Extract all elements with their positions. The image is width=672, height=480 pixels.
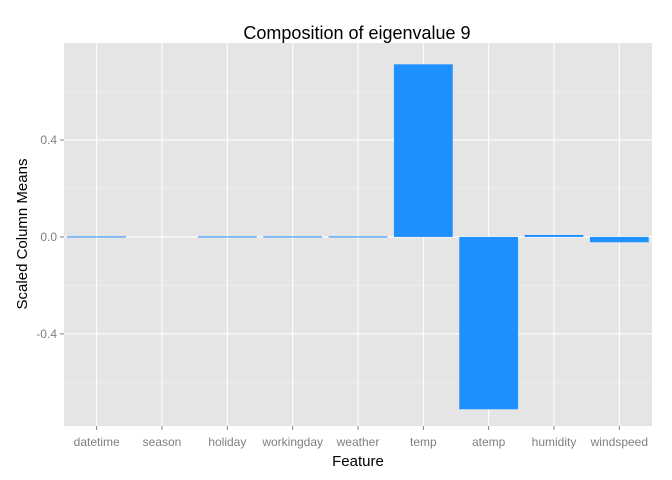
bar-atemp [459,236,519,410]
y-tick-label: 0.0 [40,230,57,244]
x-axis: datetime season holiday workingday weather te… [74,426,648,449]
bar-weather [328,236,388,238]
x-tick-label-holiday: holiday [208,435,246,449]
x-tick-label-weather: weather [336,435,380,449]
bar-holiday [197,236,257,238]
x-tick-label-humidity: humidity [532,435,577,449]
y-tick-label: 0.4 [40,133,57,147]
x-tick-label-datetime: datetime [74,435,120,449]
x-tick-label-atemp: atemp [472,435,506,449]
x-tick-label-windspeed: windspeed [590,435,648,449]
y-axis-title: Scaled Column Means [14,159,31,310]
x-tick-label-season: season [143,435,182,449]
x-tick-label-workingday: workingday [261,435,323,449]
bars [67,64,649,410]
bar-datetime [67,236,127,238]
x-tick-label-temp: temp [410,435,437,449]
bar-humidity [524,234,584,237]
bar-windspeed [589,236,649,243]
y-tick-label: -0.4 [36,327,57,341]
bar-temp [393,64,453,237]
grid-lines [64,43,652,426]
chart-title: Composition of eigenvalue 9 [243,23,470,43]
x-axis-title: Feature [332,453,384,470]
y-axis: -0.4 0.0 0.4 [36,133,64,341]
bar-workingday [263,236,323,238]
